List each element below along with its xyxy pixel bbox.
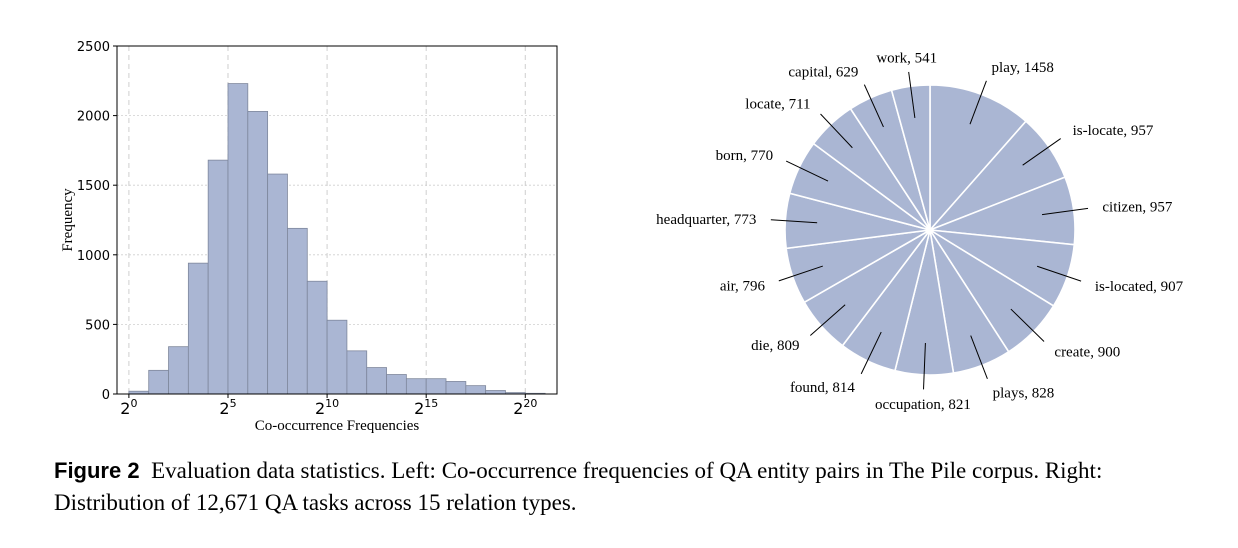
- caption-figure-label: Figure 2: [54, 458, 140, 483]
- histogram-frame: [116, 45, 558, 395]
- pie-slice-label: die, 809: [751, 338, 799, 354]
- pie-slice-label: plays, 828: [993, 385, 1055, 401]
- histogram-bar: [425, 378, 447, 395]
- pie-slice-label: create, 900: [1054, 345, 1120, 361]
- histogram-bar: [148, 369, 169, 395]
- x-tick-label: 210: [315, 397, 339, 418]
- pie-leader-line: [969, 80, 987, 125]
- histogram-bar: [168, 346, 189, 395]
- y-tick-label: 0: [102, 388, 110, 403]
- y-tick-label: 500: [85, 318, 110, 333]
- x-tick-label: 220: [513, 397, 537, 418]
- histogram-bar: [326, 319, 348, 395]
- pie-chart: play, 1458 is-locate, 957 citizen, 957 is-l…: [656, 51, 1183, 413]
- pie-slice-label: play, 1458: [992, 60, 1054, 76]
- histogram-bar: [267, 173, 288, 395]
- pie-leader-line: [778, 265, 823, 282]
- histogram-x-axis-label: Co-occurrence Frequencies: [255, 418, 420, 434]
- histogram-bar: [187, 262, 209, 395]
- x-tick-label: 25: [219, 397, 236, 418]
- pie-slice-label: born, 770: [716, 148, 774, 164]
- figure-caption: Figure 2 Evaluation data statistics. Lef…: [54, 455, 1194, 519]
- histogram-bar: [346, 350, 368, 395]
- y-tick-label: 2500: [77, 40, 110, 55]
- pie-leader-line: [770, 219, 818, 224]
- histogram-bar: [207, 159, 229, 395]
- histogram-bar: [366, 367, 387, 395]
- pie-slice-label: occupation, 821: [875, 397, 971, 413]
- pie-slice-label: work, 541: [876, 51, 937, 67]
- caption-text: Evaluation data statistics. Left: Co-occ…: [54, 458, 1103, 515]
- x-tick-label: 215: [414, 397, 438, 418]
- pie-leader-line: [1022, 138, 1061, 166]
- y-tick-label: 1500: [77, 179, 110, 194]
- histogram-bar: [386, 374, 407, 395]
- histogram-bar: [465, 385, 487, 395]
- pie-slice-label: headquarter, 773: [656, 212, 756, 228]
- histogram-bar: [247, 111, 269, 395]
- pie-slice-label: locate, 711: [745, 96, 810, 112]
- pie-labels: play, 1458 is-locate, 957 citizen, 957 is-l…: [656, 51, 1183, 413]
- pie-leader-line: [923, 342, 926, 390]
- y-tick-label: 1000: [77, 249, 110, 264]
- pie-leader-line: [1010, 308, 1045, 342]
- pie-leader-line: [820, 113, 853, 149]
- pie-leader-line: [785, 160, 829, 182]
- pie-leader-line: [970, 335, 988, 379]
- pie-slice-label: capital, 629: [788, 64, 858, 80]
- figure: 0 500 1000 1500 2000 2500 20 25 210 215 220 Co-oc…: [60, 40, 1184, 434]
- pie-leader-line: [1036, 265, 1082, 282]
- pie-leader-line: [1041, 207, 1089, 216]
- histogram-bar: [227, 83, 249, 395]
- histogram-bar: [287, 227, 308, 395]
- pie-leader-line: [810, 304, 846, 336]
- histogram-bar: [405, 378, 427, 395]
- histogram-chart: 0 500 1000 1500 2000 2500 20 25 210 215 220 Co-oc…: [60, 40, 558, 434]
- pie-slice-label: is-located, 907: [1095, 279, 1184, 295]
- pie-leader-line: [860, 331, 882, 375]
- histogram-y-axis-label: Frequency: [60, 188, 76, 252]
- histogram-bar: [445, 381, 467, 395]
- pie-slice-label: is-locate, 957: [1073, 123, 1154, 139]
- x-tick-label: 20: [120, 397, 137, 418]
- histogram-x-ticks: 20 25 210 215 220: [120, 394, 537, 418]
- pie-slice-label: citizen, 957: [1102, 199, 1172, 215]
- histogram-bar: [306, 280, 328, 395]
- histogram-bar: [485, 390, 506, 395]
- histogram-y-ticks: 0 500 1000 1500 2000 2500: [77, 40, 117, 403]
- pie-slice-label: found, 814: [790, 380, 855, 396]
- histogram-bars: [128, 83, 546, 395]
- y-tick-label: 2000: [77, 110, 110, 125]
- pie-slices: [784, 84, 1076, 376]
- pie-leader-line: [863, 84, 884, 128]
- pie-leader-line: [908, 71, 916, 118]
- pie-slice-label: air, 796: [720, 278, 766, 294]
